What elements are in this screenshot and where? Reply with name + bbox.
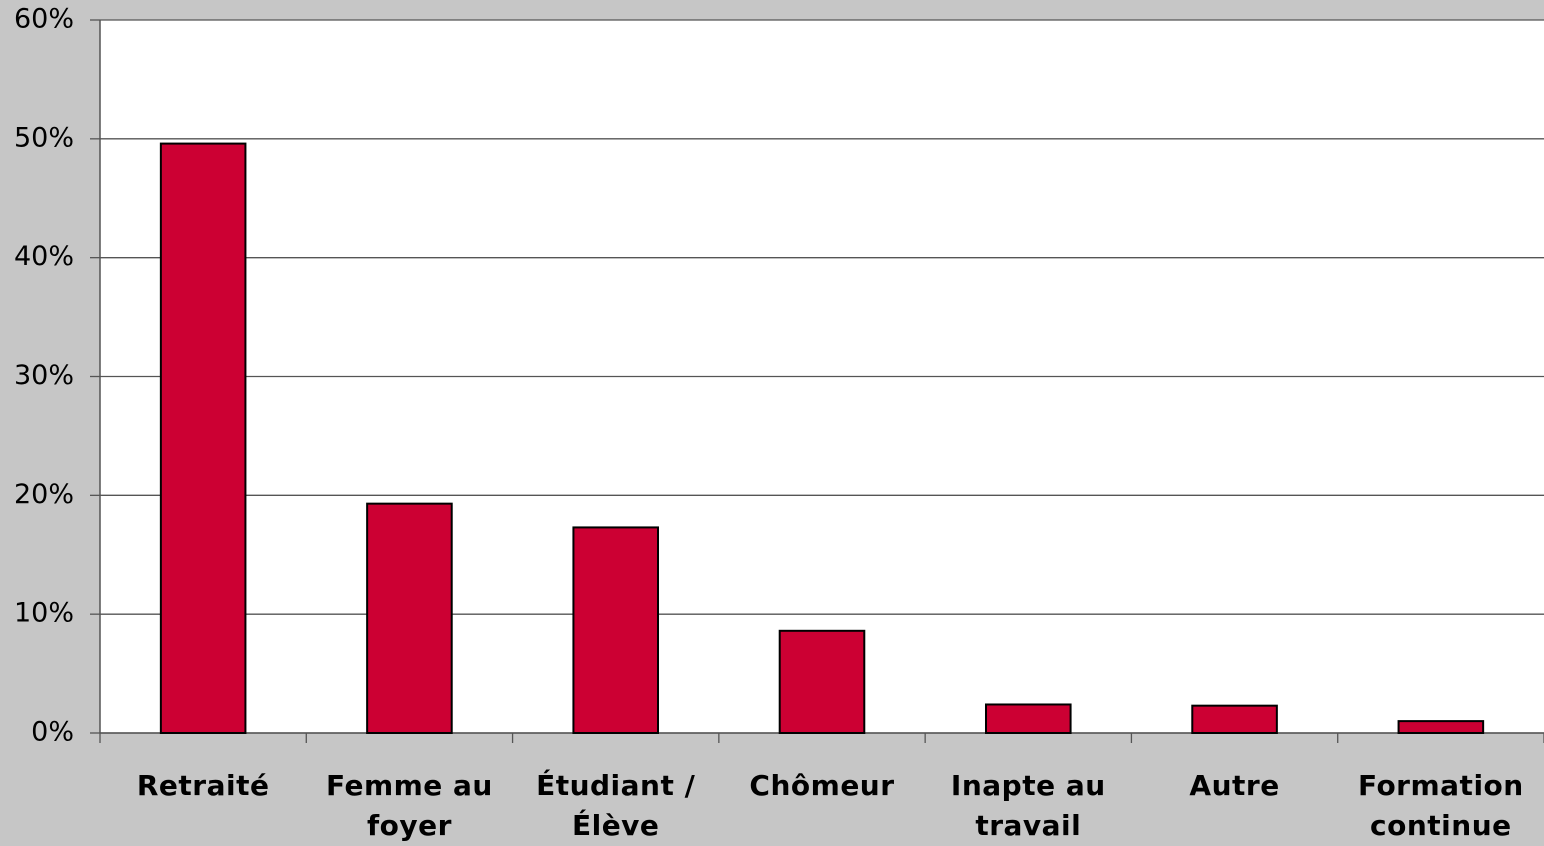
bar	[1397, 720, 1485, 734]
y-tick-label: 10%	[14, 598, 74, 629]
bar	[572, 526, 660, 734]
y-tick-label: 60%	[14, 4, 74, 35]
x-tick-label: Femme au foyer	[325, 769, 493, 842]
x-tick-label: Inapte au travail	[950, 769, 1106, 842]
x-tick-label: Formation continue	[1357, 769, 1524, 842]
y-tick-label: 20%	[14, 479, 74, 510]
y-tick-label: 0%	[31, 717, 74, 748]
bar	[366, 502, 453, 734]
x-tick-label: Retraité	[136, 769, 270, 802]
y-tick-label: 50%	[14, 122, 74, 153]
y-tick-label: 40%	[14, 241, 74, 272]
x-tick-label: Étudiant / Élève	[536, 769, 696, 842]
bar	[159, 142, 247, 734]
x-tick-label: Chômeur	[749, 769, 895, 802]
bar	[778, 629, 866, 735]
bar	[1191, 704, 1278, 735]
y-tick-label: 30%	[14, 360, 74, 391]
x-tick-label: Autre	[1189, 769, 1280, 802]
bar	[984, 703, 1072, 734]
